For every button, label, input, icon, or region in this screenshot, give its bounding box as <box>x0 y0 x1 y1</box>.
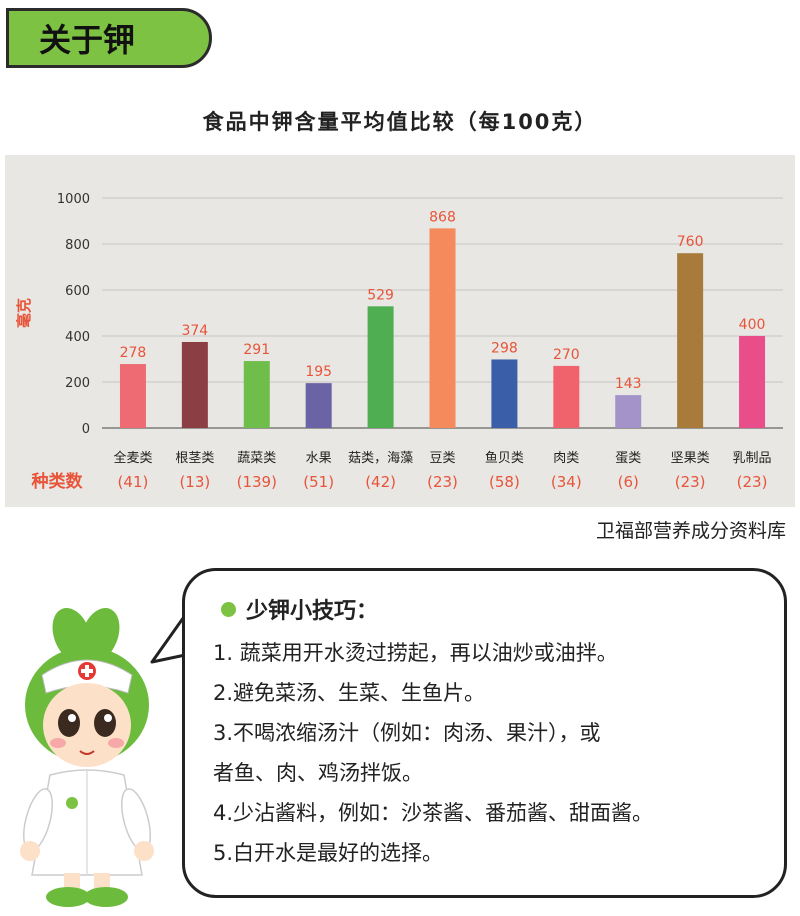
bullet-dot-icon <box>221 601 236 617</box>
y-tick-label: 800 <box>65 238 90 253</box>
section-badge: 关于钾 <box>6 8 212 68</box>
count-label: (23) <box>675 473 706 491</box>
count-label: (42) <box>365 473 396 491</box>
bar <box>181 341 208 428</box>
category-label: 肉类 <box>553 451 579 466</box>
tip-item: 3.不喝浓缩汤汁（例如：肉汤、果汁），或 <box>213 721 601 745</box>
data-label: 760 <box>677 234 704 250</box>
y-tick-label: 600 <box>65 284 90 299</box>
data-label: 529 <box>367 287 394 303</box>
category-label: 菇类，海藻 <box>348 451 413 466</box>
data-label: 374 <box>181 323 208 339</box>
y-tick-label: 400 <box>65 330 90 345</box>
tips-heading-text: 少钾小技巧： <box>246 599 379 624</box>
data-source: 卫福部营养成分资料库 <box>595 520 786 542</box>
bar <box>305 383 332 428</box>
category-label: 鱼贝类 <box>485 450 524 466</box>
nurse-mascot-illustration <box>20 607 154 907</box>
tip-item: 者鱼、肉、鸡汤拌饭。 <box>213 761 423 785</box>
bar <box>429 228 456 428</box>
count-label: (13) <box>179 473 210 491</box>
bar <box>615 395 642 428</box>
category-label: 全麦类 <box>113 450 152 466</box>
bubble-tail <box>150 613 191 664</box>
count-row-label: 种类数 <box>31 471 84 492</box>
bar <box>491 359 518 428</box>
count-label: (23) <box>427 473 458 491</box>
tip-item: 1. 蔬菜用开水烫过捞起，再以油炒或油拌。 <box>213 641 618 665</box>
y-axis-label: 毫克 <box>15 298 33 328</box>
y-tick-label: 0 <box>82 422 90 437</box>
tips-heading: 少钾小技巧： <box>213 593 766 625</box>
category-label: 豆类 <box>429 451 455 466</box>
bar <box>553 365 580 428</box>
category-label: 蔬菜类 <box>237 451 276 466</box>
category-label: 坚果类 <box>671 451 710 466</box>
data-label: 143 <box>615 376 642 392</box>
tips-bubble: 少钾小技巧： 1. 蔬菜用开水烫过捞起，再以油炒或油拌。 2.避免菜汤、生菜、生… <box>182 568 787 898</box>
category-label: 蛋类 <box>615 451 641 466</box>
count-label: (34) <box>551 473 582 491</box>
data-label: 270 <box>553 347 580 363</box>
category-label: 乳制品 <box>733 451 772 466</box>
bar <box>739 336 766 428</box>
data-label: 868 <box>429 209 456 225</box>
count-label: (41) <box>118 473 149 491</box>
data-label: 400 <box>739 317 766 333</box>
count-label: (6) <box>618 473 639 491</box>
bar-chart: 0 200 400 600 800 1000 毫克 278 全麦类 (41) 374 根茎类 (13) 2… <box>15 192 783 492</box>
tip-item: 4.少沾酱料，例如：沙茶酱、番茄酱、甜面酱。 <box>213 801 654 825</box>
tip-item: 2.避免菜汤、生菜、生鱼片。 <box>213 681 486 705</box>
bar <box>677 253 704 428</box>
data-label: 195 <box>305 364 332 380</box>
bar <box>243 361 270 428</box>
y-tick-label: 200 <box>65 376 90 391</box>
chart-panel: 0 200 400 600 800 1000 毫克 278 全麦类 (41) 374 根茎类 (13) 2… <box>5 155 795 507</box>
count-label: (139) <box>237 473 277 491</box>
count-label: (23) <box>737 473 768 491</box>
category-label: 根茎类 <box>175 451 214 466</box>
data-label: 291 <box>243 342 270 358</box>
count-label: (58) <box>489 473 520 491</box>
data-label: 278 <box>120 345 147 361</box>
category-label: 水果 <box>306 451 332 466</box>
data-label: 298 <box>491 340 518 356</box>
tip-item: 5.白开水是最好的选择。 <box>213 841 444 865</box>
y-tick-label: 1000 <box>57 192 90 207</box>
bar <box>367 306 394 428</box>
count-label: (51) <box>303 473 334 491</box>
bar <box>119 364 146 428</box>
chart-title: 食品中钾含量平均值比较（每100克） <box>202 110 598 134</box>
